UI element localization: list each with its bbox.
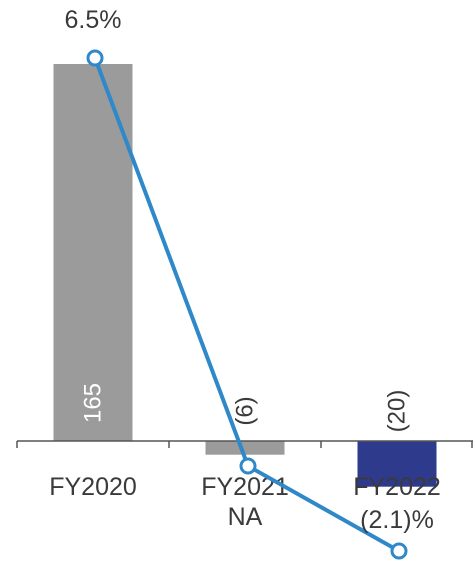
bar-fy2022 bbox=[357, 441, 437, 487]
line-point-label: (2.1)% bbox=[360, 506, 434, 534]
line-point-label: NA bbox=[228, 503, 263, 531]
category-label: FY2021 bbox=[201, 473, 289, 501]
line-point bbox=[86, 49, 104, 67]
line-layer bbox=[86, 49, 408, 560]
bar-value-label: (6) bbox=[232, 396, 259, 425]
bar-fy2021 bbox=[205, 441, 285, 455]
bar-value-label: (20) bbox=[384, 390, 411, 433]
line-point-label: 6.5% bbox=[65, 6, 122, 34]
line-point bbox=[239, 457, 257, 475]
x-axis: FY2020 FY2021 FY2022 bbox=[16, 440, 473, 501]
category-label: FY2022 bbox=[353, 473, 441, 501]
category-label: FY2020 bbox=[49, 473, 137, 501]
label-layer: 165 (6) (20) 6.5% NA (2.1)% bbox=[65, 6, 434, 534]
bar-value-label: 165 bbox=[80, 383, 107, 423]
line-point bbox=[390, 542, 408, 560]
